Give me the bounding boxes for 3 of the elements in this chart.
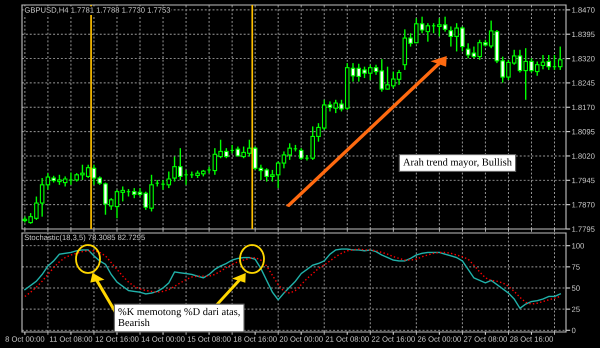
candlestick — [558, 46, 563, 71]
annotation: %K memotong %D dari atas, Bearish — [118, 308, 240, 326]
annotation: Arah trend mayor, Bullish — [403, 158, 512, 168]
